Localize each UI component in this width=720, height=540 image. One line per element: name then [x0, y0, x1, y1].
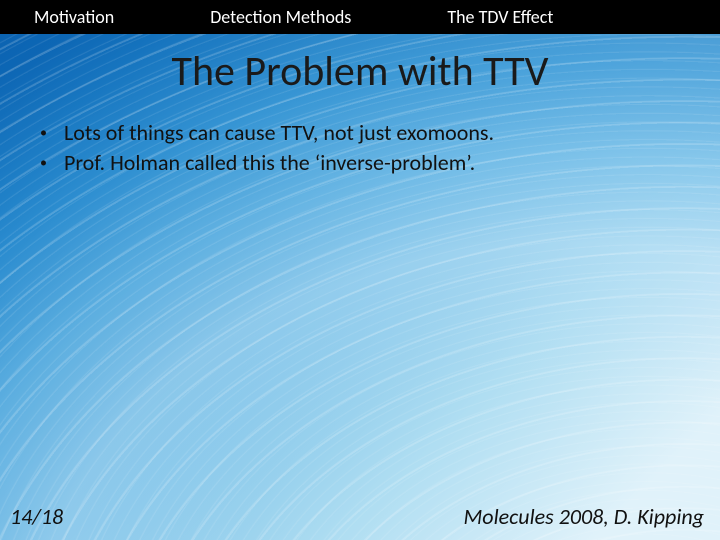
bullet-icon: • — [40, 119, 64, 147]
nav-item-detection-methods[interactable]: Detection Methods — [210, 6, 351, 28]
nav-item-tdv-effect[interactable]: The TDV Effect — [447, 6, 553, 28]
page-number: 14/18 — [10, 503, 63, 530]
bullet-list: • Lots of things can cause TTV, not just… — [40, 119, 720, 177]
bullet-text: Lots of things can cause TTV, not just e… — [64, 119, 720, 147]
bullet-icon: • — [40, 149, 64, 177]
credit-line: Molecules 2008, D. Kipping — [463, 503, 704, 530]
nav-item-motivation[interactable]: Motivation — [34, 6, 114, 28]
list-item: • Prof. Holman called this the ‘inverse-… — [40, 149, 720, 177]
list-item: • Lots of things can cause TTV, not just… — [40, 119, 720, 147]
nav-bar: Motivation Detection Methods The TDV Eff… — [0, 0, 720, 34]
slide: Motivation Detection Methods The TDV Eff… — [0, 0, 720, 540]
slide-title: The Problem with TTV — [0, 46, 720, 97]
bullet-text: Prof. Holman called this the ‘inverse-pr… — [64, 149, 720, 177]
